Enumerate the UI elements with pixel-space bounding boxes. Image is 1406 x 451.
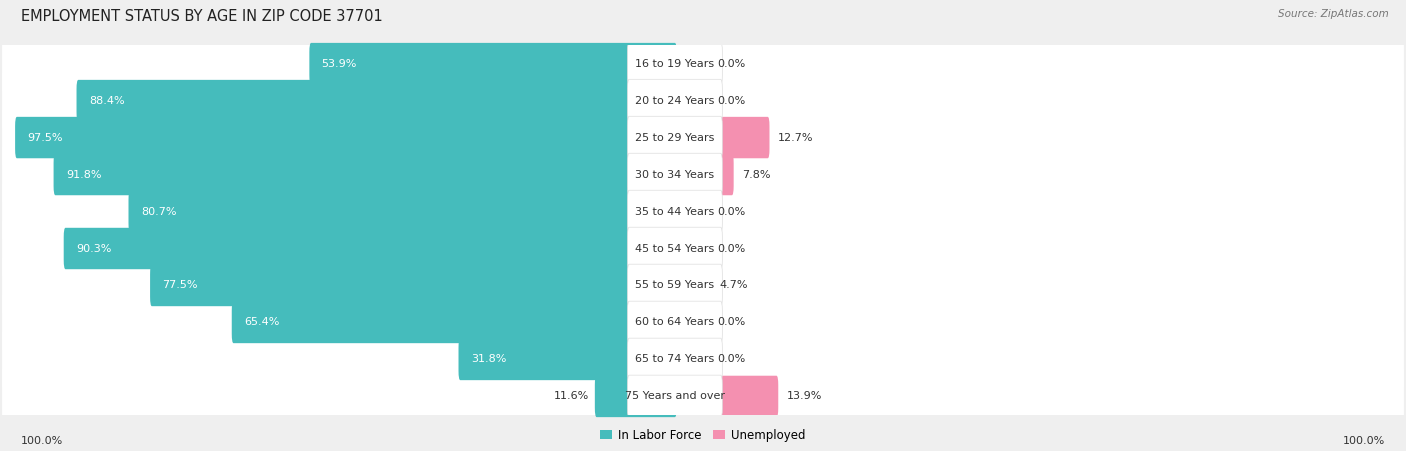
- Text: 25 to 29 Years: 25 to 29 Years: [636, 133, 714, 143]
- FancyBboxPatch shape: [53, 154, 676, 195]
- Text: 55 to 59 Years: 55 to 59 Years: [636, 281, 714, 290]
- Text: EMPLOYMENT STATUS BY AGE IN ZIP CODE 37701: EMPLOYMENT STATUS BY AGE IN ZIP CODE 377…: [21, 9, 382, 24]
- FancyBboxPatch shape: [627, 116, 723, 159]
- FancyBboxPatch shape: [3, 330, 1403, 389]
- FancyBboxPatch shape: [232, 302, 676, 343]
- FancyBboxPatch shape: [3, 367, 1403, 426]
- FancyBboxPatch shape: [627, 375, 723, 418]
- FancyBboxPatch shape: [627, 190, 723, 233]
- Text: 65 to 74 Years: 65 to 74 Years: [636, 354, 714, 364]
- FancyBboxPatch shape: [627, 264, 723, 307]
- Text: 11.6%: 11.6%: [554, 391, 589, 401]
- FancyBboxPatch shape: [627, 153, 723, 196]
- FancyBboxPatch shape: [3, 71, 1403, 130]
- FancyBboxPatch shape: [309, 43, 676, 84]
- FancyBboxPatch shape: [673, 265, 711, 306]
- FancyBboxPatch shape: [63, 228, 676, 269]
- Text: 16 to 19 Years: 16 to 19 Years: [636, 59, 714, 69]
- FancyBboxPatch shape: [673, 191, 709, 232]
- FancyBboxPatch shape: [673, 302, 709, 343]
- Text: 30 to 34 Years: 30 to 34 Years: [636, 170, 714, 179]
- FancyBboxPatch shape: [458, 339, 676, 380]
- Text: 91.8%: 91.8%: [66, 170, 101, 179]
- FancyBboxPatch shape: [76, 80, 676, 121]
- FancyBboxPatch shape: [128, 191, 676, 232]
- FancyBboxPatch shape: [673, 154, 734, 195]
- FancyBboxPatch shape: [595, 376, 676, 417]
- FancyBboxPatch shape: [673, 228, 709, 269]
- Legend: In Labor Force, Unemployed: In Labor Force, Unemployed: [598, 425, 808, 445]
- FancyBboxPatch shape: [627, 301, 723, 344]
- Text: 53.9%: 53.9%: [322, 59, 357, 69]
- FancyBboxPatch shape: [627, 79, 723, 122]
- FancyBboxPatch shape: [150, 265, 676, 306]
- Text: 0.0%: 0.0%: [717, 318, 745, 327]
- Text: 88.4%: 88.4%: [89, 96, 125, 106]
- FancyBboxPatch shape: [673, 80, 709, 121]
- FancyBboxPatch shape: [3, 145, 1403, 204]
- Text: 0.0%: 0.0%: [717, 354, 745, 364]
- Text: 75 Years and over: 75 Years and over: [624, 391, 725, 401]
- Text: 100.0%: 100.0%: [1343, 437, 1385, 446]
- FancyBboxPatch shape: [15, 117, 676, 158]
- Text: 35 to 44 Years: 35 to 44 Years: [636, 207, 714, 216]
- Text: 4.7%: 4.7%: [720, 281, 748, 290]
- Text: 20 to 24 Years: 20 to 24 Years: [636, 96, 714, 106]
- Text: 7.8%: 7.8%: [742, 170, 770, 179]
- FancyBboxPatch shape: [673, 43, 709, 84]
- Text: 90.3%: 90.3%: [76, 244, 111, 253]
- FancyBboxPatch shape: [3, 293, 1403, 352]
- FancyBboxPatch shape: [3, 34, 1403, 93]
- Text: 0.0%: 0.0%: [717, 244, 745, 253]
- FancyBboxPatch shape: [3, 182, 1403, 241]
- Text: 97.5%: 97.5%: [28, 133, 63, 143]
- FancyBboxPatch shape: [627, 42, 723, 85]
- FancyBboxPatch shape: [3, 108, 1403, 167]
- Text: Source: ZipAtlas.com: Source: ZipAtlas.com: [1278, 9, 1389, 19]
- Text: 45 to 54 Years: 45 to 54 Years: [636, 244, 714, 253]
- Text: 0.0%: 0.0%: [717, 207, 745, 216]
- FancyBboxPatch shape: [673, 376, 779, 417]
- Text: 0.0%: 0.0%: [717, 59, 745, 69]
- Text: 100.0%: 100.0%: [21, 437, 63, 446]
- FancyBboxPatch shape: [3, 256, 1403, 315]
- FancyBboxPatch shape: [3, 219, 1403, 278]
- Text: 65.4%: 65.4%: [245, 318, 280, 327]
- Text: 12.7%: 12.7%: [779, 133, 814, 143]
- FancyBboxPatch shape: [627, 338, 723, 381]
- FancyBboxPatch shape: [673, 117, 769, 158]
- Text: 60 to 64 Years: 60 to 64 Years: [636, 318, 714, 327]
- Text: 0.0%: 0.0%: [717, 96, 745, 106]
- FancyBboxPatch shape: [673, 339, 709, 380]
- Text: 13.9%: 13.9%: [787, 391, 823, 401]
- Text: 31.8%: 31.8%: [471, 354, 506, 364]
- Text: 80.7%: 80.7%: [141, 207, 176, 216]
- Text: 77.5%: 77.5%: [163, 281, 198, 290]
- FancyBboxPatch shape: [627, 227, 723, 270]
